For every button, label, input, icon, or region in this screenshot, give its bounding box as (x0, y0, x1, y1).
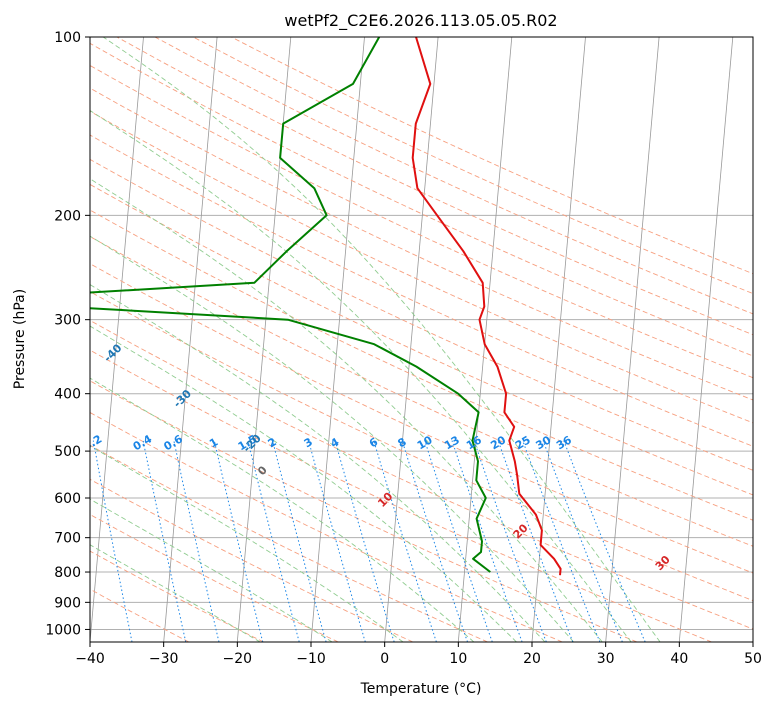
mixing-ratio-line (334, 440, 395, 642)
dry-adiabat-line (90, 87, 753, 401)
moist-adiabat-line (90, 445, 404, 642)
dry-adiabat-line (192, 37, 753, 295)
y-tick-label: 500 (54, 444, 81, 460)
mixing-ratio-line (563, 440, 646, 642)
dry-adiabat-line (154, 37, 753, 315)
mixing-ratio-line (173, 440, 220, 642)
mixing-ratio-line (247, 440, 300, 642)
dry-adiabat-line (90, 236, 753, 547)
mixing-ratio-line (213, 440, 264, 642)
dry-adiabat-line (90, 319, 753, 630)
y-tick-label: 900 (54, 595, 81, 611)
dry-adiabat-line (90, 478, 414, 642)
mixing-ratio-line (308, 440, 366, 642)
mixing-ratio-line (272, 440, 327, 642)
moist-adiabat-line (102, 37, 661, 642)
plot-frame (89, 36, 754, 643)
dry-adiabat-line (90, 588, 190, 642)
dry-adiabat-line (90, 412, 563, 642)
isotherm-line (678, 37, 734, 642)
moist-adiabat-line (90, 325, 517, 642)
isotherm-label: -50 (32, 295, 55, 318)
dry-adiabat-line (90, 209, 753, 521)
dry-adiabat-line (90, 349, 712, 642)
y-tick-label: 1000 (45, 622, 81, 638)
temperature-profile-line (411, 37, 562, 576)
x-axis-label: Temperature (°C) (360, 681, 482, 697)
moist-adiabat-line (90, 498, 333, 642)
isotherm-line (384, 37, 439, 642)
moist-adiabat-line (90, 110, 632, 642)
isotherm-line (310, 37, 365, 642)
y-tick-label: 300 (54, 313, 81, 329)
x-tick-label: 0 (380, 651, 389, 667)
mixing-ratio-line (542, 440, 623, 642)
moist-adiabat-line (90, 284, 546, 642)
y-tick-label: 400 (54, 387, 81, 403)
x-tick-label: −20 (223, 651, 253, 667)
x-tick-label: −30 (149, 651, 179, 667)
plot-background (90, 37, 753, 642)
mixing-ratio-line (142, 440, 187, 642)
y-tick-label: 200 (54, 208, 81, 224)
isotherm-line (752, 637, 753, 642)
y-tick-label: 700 (54, 531, 81, 547)
mixing-ratio-line (92, 440, 133, 642)
moist-adiabat-line (90, 544, 261, 642)
y-axis-label: Pressure (hPa) (12, 289, 28, 389)
moist-adiabat-line (90, 377, 475, 642)
x-tick-label: 10 (449, 651, 467, 667)
dry-adiabat-line (90, 380, 638, 642)
dry-adiabat-line (90, 110, 753, 424)
dry-adiabat-line (90, 42, 753, 357)
y-tick-label: 100 (54, 30, 81, 46)
dry-adiabat-line (116, 37, 753, 336)
mixing-ratio-line (451, 440, 523, 642)
isotherm-line (605, 37, 660, 642)
x-tick-label: 20 (523, 651, 541, 667)
moist-adiabat-line (90, 178, 603, 642)
y-tick-label: 600 (54, 491, 81, 507)
x-tick-label: 40 (670, 651, 688, 667)
mixing-ratio-line (473, 440, 547, 642)
dry-adiabat-line (90, 444, 488, 642)
isotherm-line (163, 37, 218, 642)
x-tick-label: 30 (597, 651, 615, 667)
dewpoint-profile-line (90, 37, 491, 573)
x-tick-label: 50 (744, 651, 762, 667)
isotherm-line (90, 37, 144, 642)
dry-adiabat-line (90, 263, 753, 574)
y-tick-label: 800 (54, 565, 81, 581)
x-tick-label: −10 (296, 651, 326, 667)
isotherm-line (457, 37, 513, 642)
moist-adiabat-line (90, 235, 574, 642)
dry-adiabat-line (90, 550, 264, 642)
dry-adiabat-line (90, 291, 753, 602)
dry-adiabat-line (90, 64, 753, 379)
x-tick-label: −40 (75, 651, 105, 667)
chart-title: wetPf2_C2E6.2026.113.05.05.R02 (284, 11, 557, 31)
